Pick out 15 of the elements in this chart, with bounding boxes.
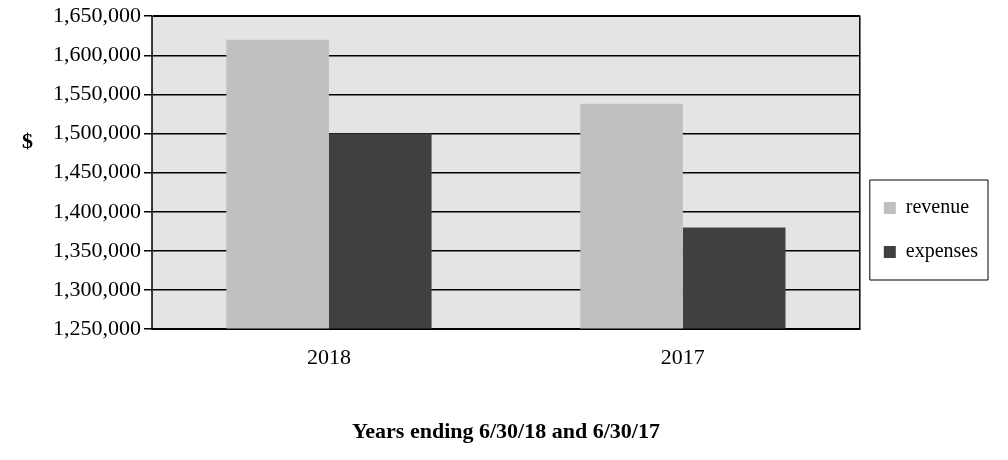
y-tick-label: 1,250,000 (53, 314, 141, 340)
x-tick-label: 2018 (306, 344, 351, 370)
legend-label: expenses (905, 239, 979, 263)
legend-label: revenue (905, 195, 970, 218)
y-tick-label: 1,600,000 (53, 41, 141, 67)
y-tick-label: 1,450,000 (53, 158, 141, 184)
y-axis-title: $ (22, 128, 33, 154)
y-tick-label: 1,650,000 (53, 1, 141, 27)
y-tick-label: 1,550,000 (53, 80, 141, 106)
y-tick-label: 1,400,000 (53, 197, 141, 223)
x-tick-label: 2017 (660, 344, 705, 370)
x-axis-title: Years ending 6/30/18 and 6/30/17 (351, 418, 660, 444)
y-tick-label: 1,350,000 (53, 236, 141, 262)
y-tick-label: 1,500,000 (53, 119, 141, 145)
y-tick-label: 1,300,000 (53, 275, 141, 301)
